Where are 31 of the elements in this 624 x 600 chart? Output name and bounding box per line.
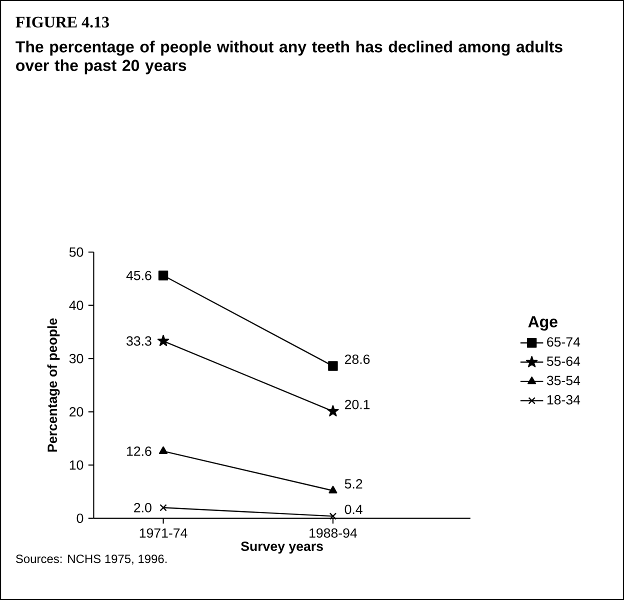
data-label: 0.4 <box>344 504 362 514</box>
data-label: 28.6 <box>344 354 370 364</box>
y-axis-title: Percentage of people <box>47 318 60 452</box>
legend-label: 55-64 <box>546 356 580 366</box>
point <box>327 405 339 416</box>
chart-subtitle: The percentage of people without any teeth has declined among adults over the past 20 years <box>16 40 562 74</box>
data-label: 5.2 <box>344 479 362 489</box>
x-tick-label: 1971-74 <box>140 528 188 538</box>
y-tick-label: 20 <box>70 407 84 417</box>
point <box>160 504 167 512</box>
chart-title: FIGURE 4.13 <box>16 16 109 28</box>
legend-label: 35-54 <box>546 376 580 386</box>
point <box>157 334 170 346</box>
y-tick-label: 40 <box>69 300 84 310</box>
y-tick-label: 10 <box>70 460 84 470</box>
x-axis-title: Survey years <box>240 542 323 554</box>
point <box>158 270 168 280</box>
data-label: 45.6 <box>126 270 152 280</box>
y-tick-label: 30 <box>69 354 84 364</box>
legend-title: Age <box>528 316 558 331</box>
source-note: Sources: NCHS 1975, 1996. <box>16 554 167 564</box>
data-label: 33.3 <box>126 336 152 346</box>
y-tick-label: 50 <box>69 247 84 257</box>
data-label: 12.6 <box>127 446 152 456</box>
data-label: 2.0 <box>134 502 152 512</box>
point <box>328 361 338 371</box>
data-label: 20.1 <box>344 400 370 410</box>
legend-label: 18-34 <box>547 395 580 404</box>
legend-label: 65-74 <box>547 337 580 347</box>
x-tick-label: 1988-94 <box>310 528 357 538</box>
y-tick-label: 0 <box>76 514 84 523</box>
